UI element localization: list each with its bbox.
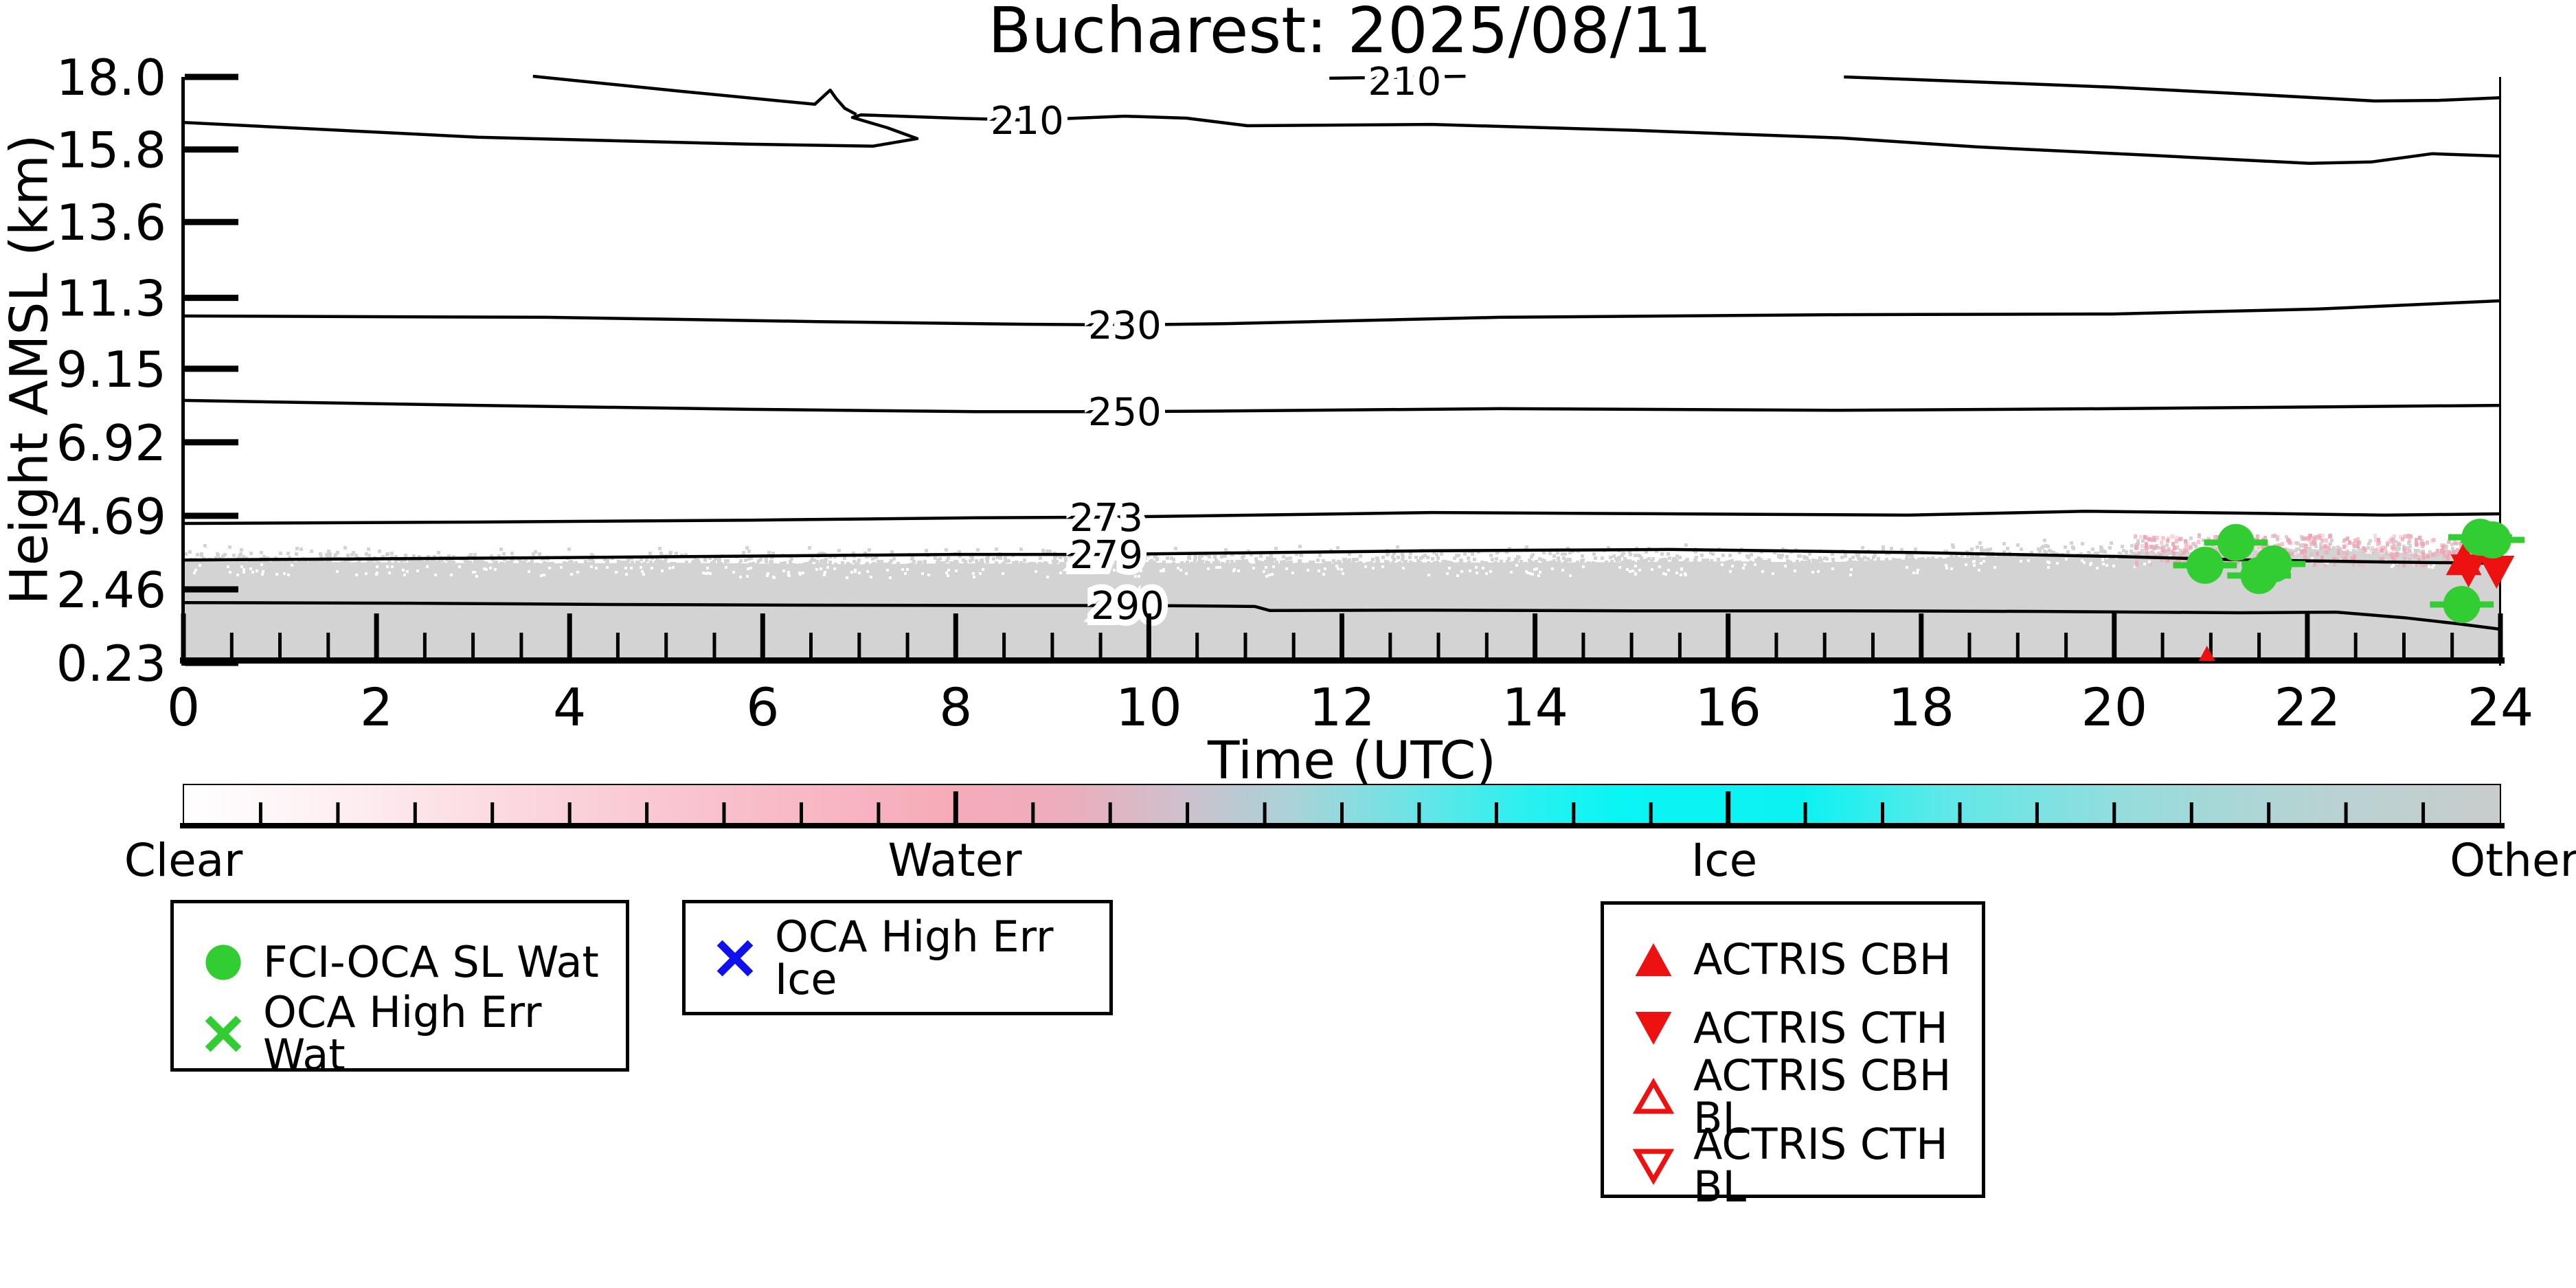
data-points bbox=[2173, 519, 2525, 662]
svg-text:210: 210 bbox=[1368, 60, 1441, 104]
svg-text:20: 20 bbox=[2081, 677, 2147, 738]
legend-item: OCA High Err Wat bbox=[201, 991, 626, 1076]
svg-text:11.3: 11.3 bbox=[56, 270, 166, 328]
svg-text:230: 230 bbox=[1088, 304, 1162, 348]
svg-text:0: 0 bbox=[167, 677, 200, 738]
legend-item-label: OCA High Err Wat bbox=[263, 987, 542, 1080]
legend-item-label: ACTRIS CTH bbox=[1693, 1003, 1948, 1053]
legend-item-label: ACTRIS CBH bbox=[1693, 934, 1952, 984]
svg-text:22: 22 bbox=[2274, 677, 2341, 738]
colorbar-label-other: Other bbox=[2450, 834, 2576, 887]
legend-item-label: OCA High Err Ice bbox=[775, 912, 1054, 1004]
svg-text:24: 24 bbox=[2467, 677, 2534, 738]
triangle-down-open-icon bbox=[1632, 1149, 1675, 1186]
legend-oca-water: FCI-OCA SL Wat OCA High Err Wat bbox=[170, 900, 629, 1076]
legend-item: ACTRIS CBH BL bbox=[1631, 1054, 1982, 1140]
filled-circle-icon bbox=[205, 945, 241, 980]
legend-item-label: ACTRIS CTH BL bbox=[1693, 1119, 1948, 1212]
svg-text:8: 8 bbox=[939, 677, 972, 738]
svg-text:10: 10 bbox=[1116, 677, 1182, 738]
svg-text:6.92: 6.92 bbox=[56, 414, 166, 472]
svg-text:18.0: 18.0 bbox=[56, 49, 166, 106]
svg-text:16: 16 bbox=[1695, 677, 1761, 738]
svg-text:14: 14 bbox=[1502, 677, 1568, 738]
colorbar bbox=[180, 784, 2505, 828]
svg-text:9.15: 9.15 bbox=[56, 341, 166, 398]
svg-text:273: 273 bbox=[1070, 496, 1143, 541]
svg-text:210: 210 bbox=[991, 99, 1064, 144]
svg-text:0.23: 0.23 bbox=[56, 635, 166, 692]
svg-text:4.69: 4.69 bbox=[56, 488, 166, 545]
triangle-down-filled-icon bbox=[1635, 1012, 1672, 1045]
legend-item: ACTRIS CBH bbox=[1631, 925, 1982, 994]
legend-item: ACTRIS CTH BL bbox=[1631, 1123, 1982, 1208]
svg-text:250: 250 bbox=[1088, 390, 1162, 435]
colorbar-label-water: Water bbox=[888, 834, 1022, 887]
chart-title: Bucharest: 2025/08/11 bbox=[988, 0, 1712, 67]
svg-text:13.6: 13.6 bbox=[56, 194, 166, 251]
x-axis-title: Time (UTC) bbox=[1207, 730, 1497, 791]
triangle-up-open-icon bbox=[1632, 1077, 1675, 1114]
x-marker-icon bbox=[716, 940, 754, 977]
legend-item-label: FCI-OCA SL Wat bbox=[263, 937, 599, 987]
svg-text:18: 18 bbox=[1888, 677, 1954, 738]
svg-text:2: 2 bbox=[360, 677, 393, 738]
legend-item: FCI-OCA SL Wat bbox=[201, 927, 626, 998]
legend-item: OCA High Err Ice bbox=[713, 916, 1109, 1001]
svg-text:6: 6 bbox=[746, 677, 779, 738]
colorbar-label-clear: Clear bbox=[124, 834, 243, 887]
legend-item: ACTRIS CTH bbox=[1631, 994, 1982, 1063]
y-axis-title: Height AMSL (km) bbox=[0, 134, 60, 605]
svg-text:290: 290 bbox=[1091, 584, 1164, 629]
legend-item-label: ACTRIS CBH BL bbox=[1693, 1050, 1952, 1143]
svg-text:12: 12 bbox=[1309, 677, 1375, 738]
legend-actris: ACTRIS CBH ACTRIS CTH ACTRIS CBH BL ACTR… bbox=[1601, 901, 1985, 1208]
triangle-up-filled-icon bbox=[1635, 943, 1672, 976]
legend-oca-ice: OCA High Err Ice bbox=[682, 900, 1113, 1015]
svg-text:2.46: 2.46 bbox=[56, 561, 166, 619]
svg-text:15.8: 15.8 bbox=[56, 122, 166, 179]
svg-text:279: 279 bbox=[1070, 533, 1143, 578]
colorbar-label-ice: Ice bbox=[1691, 834, 1758, 887]
x-marker-icon bbox=[205, 1015, 242, 1052]
svg-text:4: 4 bbox=[553, 677, 586, 738]
